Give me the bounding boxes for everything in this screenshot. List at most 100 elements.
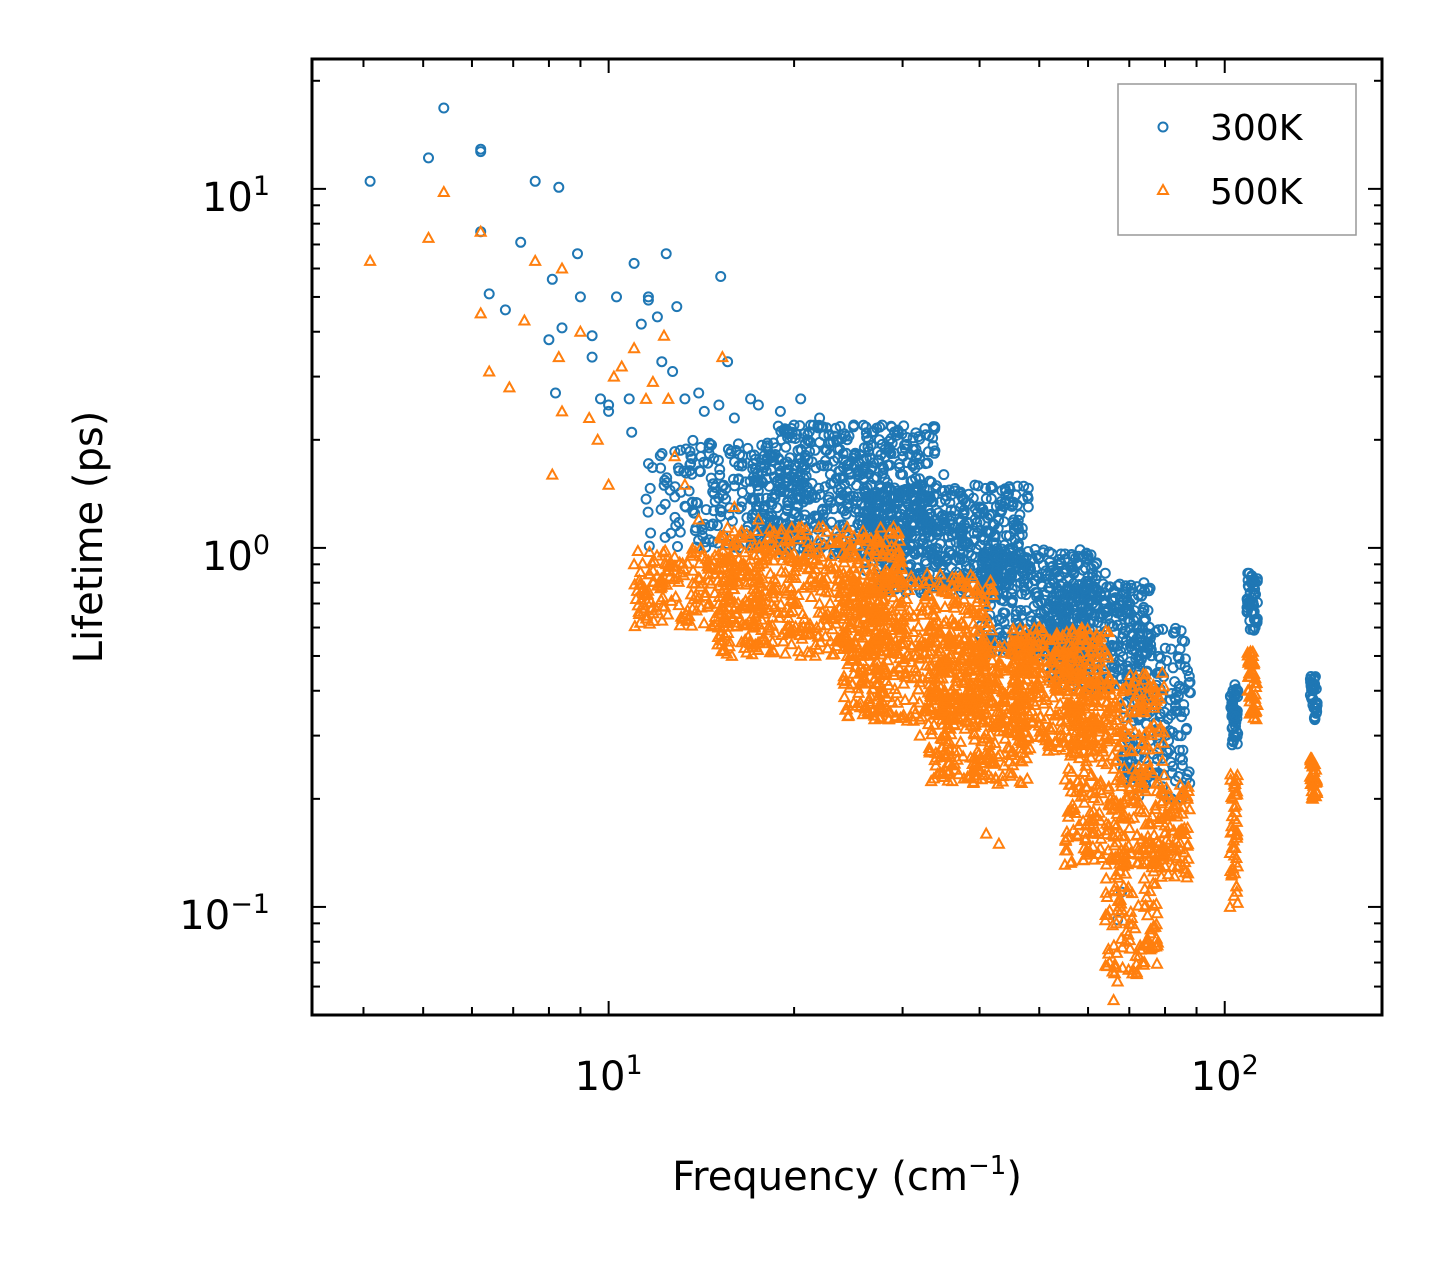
data-point-500K <box>911 575 926 588</box>
data-point-500K <box>1109 773 1124 786</box>
data-point-300K <box>1159 642 1171 654</box>
data-point-500K <box>860 549 875 562</box>
data-point-500K <box>864 689 878 702</box>
data-point-300K <box>603 405 615 417</box>
data-point-300K <box>788 419 800 431</box>
data-point-500K <box>1150 956 1164 969</box>
data-point-300K <box>1085 562 1097 574</box>
data-point-500K <box>1013 741 1028 754</box>
data-point-500K <box>977 591 991 604</box>
data-point-300K <box>1247 598 1259 609</box>
data-point-500K <box>785 520 799 533</box>
data-point-500K <box>812 596 827 609</box>
data-point-500K <box>658 543 672 556</box>
data-point-300K <box>655 504 667 515</box>
data-point-500K <box>778 646 792 659</box>
data-point-500K <box>1064 649 1078 662</box>
data-point-500K <box>845 541 859 554</box>
data-point-500K <box>988 635 1002 648</box>
data-point-300K <box>956 553 968 565</box>
data-point-500K <box>1093 813 1107 826</box>
data-point-500K <box>1087 825 1102 838</box>
data-point-500K <box>1083 805 1098 818</box>
data-point-500K <box>829 523 843 536</box>
data-point-500K <box>1052 706 1067 719</box>
data-point-500K <box>1032 653 1046 666</box>
data-point-500K <box>861 643 876 656</box>
data-point-500K <box>897 636 911 649</box>
data-point-500K <box>987 754 1001 767</box>
data-point-300K <box>645 527 657 539</box>
data-point-500K <box>739 577 753 590</box>
data-point-500K <box>883 646 898 659</box>
data-point-500K <box>754 612 769 625</box>
data-point-500K <box>1093 783 1107 796</box>
data-point-300K <box>1131 581 1143 593</box>
data-point-500K <box>1046 690 1060 703</box>
data-point-300K <box>891 429 903 441</box>
data-point-500K <box>731 536 745 549</box>
data-point-300K <box>914 479 926 491</box>
data-point-300K <box>640 493 652 505</box>
data-point-300K <box>988 550 1000 562</box>
data-point-500K <box>924 644 938 657</box>
data-point-500K <box>1013 621 1027 634</box>
data-point-300K <box>1133 639 1145 651</box>
data-point-500K <box>950 696 965 709</box>
data-point-300K <box>883 442 895 454</box>
data-point-300K <box>1309 713 1321 725</box>
data-point-300K <box>1161 655 1172 667</box>
data-point-300K <box>746 492 758 504</box>
data-point-500K <box>844 598 858 611</box>
data-point-300K <box>955 490 967 502</box>
data-point-300K <box>728 412 740 424</box>
data-point-300K <box>849 447 861 459</box>
data-point-500K <box>856 567 870 580</box>
data-point-500K <box>920 566 934 579</box>
data-point-500K <box>846 588 861 601</box>
data-point-500K <box>811 533 825 546</box>
data-point-300K <box>672 541 683 552</box>
data-point-300K <box>1017 562 1029 574</box>
data-point-500K <box>929 681 943 694</box>
data-point-500K <box>1054 714 1068 727</box>
data-point-500K <box>1083 844 1097 857</box>
data-point-300K <box>948 522 960 533</box>
data-point-500K <box>1087 852 1102 865</box>
data-point-500K <box>1061 804 1075 817</box>
data-point-300K <box>1004 568 1016 580</box>
data-point-500K <box>1008 711 1022 724</box>
data-point-500K <box>972 640 986 653</box>
data-point-500K <box>1032 630 1046 643</box>
data-point-500K <box>774 597 788 610</box>
data-point-500K <box>970 744 984 757</box>
data-point-300K <box>772 420 784 432</box>
data-point-500K <box>904 569 918 582</box>
data-point-500K <box>738 545 752 558</box>
data-point-500K <box>958 687 973 700</box>
data-point-300K <box>896 445 908 457</box>
data-point-500K <box>821 641 835 654</box>
data-point-300K <box>874 421 886 433</box>
data-point-300K <box>985 508 997 520</box>
data-point-500K <box>853 695 868 708</box>
data-point-300K <box>943 484 955 496</box>
data-point-500K <box>905 671 920 684</box>
data-point-500K <box>1022 687 1036 700</box>
data-point-500K <box>743 567 758 580</box>
data-point-500K <box>942 636 956 649</box>
data-point-500K <box>1039 711 1053 724</box>
data-point-500K <box>950 674 965 687</box>
data-point-500K <box>1099 623 1113 636</box>
data-point-500K <box>1033 724 1047 737</box>
data-point-500K <box>995 658 1009 671</box>
data-point-300K <box>1052 602 1064 614</box>
data-point-300K <box>921 538 933 550</box>
data-point-300K <box>714 504 726 516</box>
data-point-500K <box>697 616 711 629</box>
data-point-300K <box>679 393 691 405</box>
data-point-300K <box>895 486 907 498</box>
data-point-500K <box>711 547 726 560</box>
data-point-500K <box>766 586 780 599</box>
data-point-500K <box>934 731 948 744</box>
